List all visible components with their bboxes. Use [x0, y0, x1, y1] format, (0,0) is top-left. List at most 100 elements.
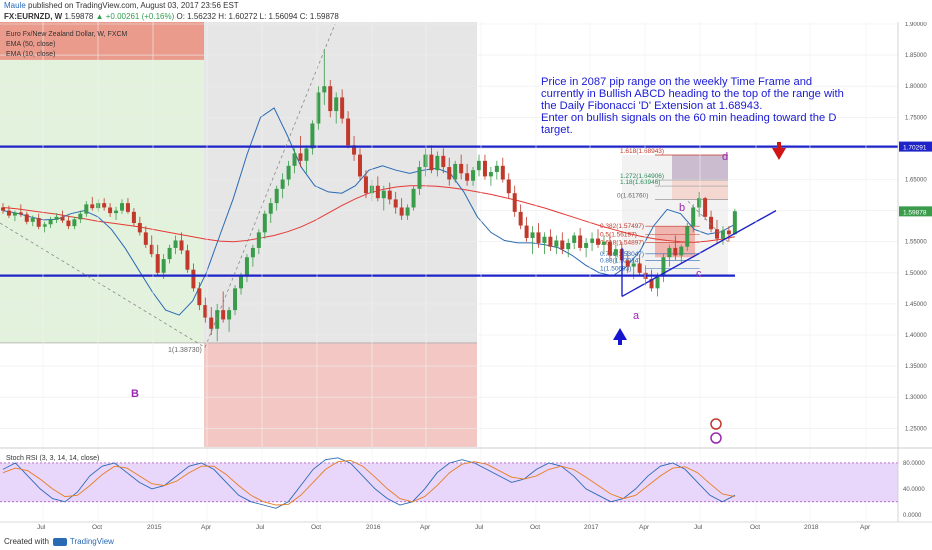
candle: [268, 203, 273, 214]
tradingview-brand[interactable]: TradingView: [69, 537, 114, 546]
candle: [494, 165, 499, 173]
stoch-d-line: [2, 459, 735, 506]
candle: [679, 246, 684, 256]
candle: [250, 247, 255, 258]
candle: [512, 193, 517, 212]
candle: [572, 235, 577, 243]
price-tick-label: 1.25000: [905, 426, 927, 432]
fib-ret-label: 1(1.50693): [600, 265, 631, 272]
candle: [697, 198, 702, 208]
time-tick-label: Apr: [420, 524, 431, 531]
zone-green: [0, 59, 204, 343]
down-arrow-stem: [777, 142, 781, 149]
legend-ema10: EMA (10, close): [6, 51, 55, 58]
time-tick-label: Apr: [639, 524, 650, 531]
candle: [352, 145, 357, 155]
candle: [387, 190, 392, 200]
price-tick-label: 1.35000: [905, 364, 927, 370]
candle: [108, 207, 113, 214]
candle: [709, 216, 714, 230]
candle: [482, 160, 487, 177]
time-tick-label: Jul: [37, 524, 46, 531]
footer: Created with TradingView: [4, 537, 114, 546]
candle: [423, 154, 428, 168]
candle: [584, 242, 589, 248]
candle: [435, 155, 440, 171]
candle: [637, 263, 642, 273]
time-tick-label: 2018: [804, 524, 819, 531]
ema50-line: [2, 185, 735, 243]
candle: [578, 235, 583, 248]
zone-red-top: [0, 19, 204, 60]
up-arrow-stem: [618, 339, 622, 345]
candle: [191, 269, 196, 289]
candle: [274, 188, 279, 204]
candle: [334, 97, 339, 112]
candle: [536, 232, 541, 243]
candle: [590, 238, 595, 243]
candle: [280, 179, 285, 189]
candle: [114, 210, 119, 214]
author-link[interactable]: Maule: [4, 1, 26, 10]
rsi-tick-label: 80.0000: [903, 461, 925, 467]
time-tick-label: Jul: [694, 524, 703, 531]
candle: [6, 210, 11, 216]
publish-line: Maule published on TradingView.com, Augu…: [0, 0, 932, 11]
candle: [221, 310, 226, 320]
candle: [286, 165, 291, 180]
legend-title: Euro Fx/New Zealand Dollar, W, FXCM: [6, 31, 128, 38]
candle: [715, 229, 719, 239]
candle: [471, 170, 476, 181]
candle: [554, 240, 559, 247]
dashed-line-left: [0, 222, 206, 348]
drawing-layer: [0, 23, 898, 444]
candle: [239, 275, 243, 289]
candle: [518, 211, 523, 226]
price-chart[interactable]: 1.618(1.68943) 1.272(1.64906)1.18(1.63946…: [0, 19, 932, 534]
price-tick-label: 1.30000: [905, 395, 927, 401]
fib-low-label: 1(1.38730): [168, 347, 202, 354]
upper-level-text: 1.70291: [903, 145, 927, 152]
candle: [143, 232, 148, 245]
candle: [18, 212, 23, 215]
candle: [72, 219, 77, 227]
candle: [310, 123, 315, 149]
fib-ret-label: 0.88(1.52014): [600, 257, 640, 264]
candle: [78, 213, 83, 220]
candle: [322, 86, 327, 93]
annotation-line-5: target.: [541, 124, 573, 136]
symbol-price: 1.59878: [64, 12, 94, 21]
candle: [161, 259, 166, 273]
candle: [631, 263, 636, 267]
price-tick-label: 1.75000: [905, 115, 927, 121]
time-tick-label: Oct: [530, 524, 540, 531]
annotation-line-3: the Daily Fibonacci 'D' Extension at 1.6…: [541, 100, 762, 112]
legend-ema50: EMA (50, close): [6, 41, 55, 48]
candle: [453, 163, 458, 180]
candle: [203, 305, 208, 318]
candle: [691, 207, 696, 227]
time-tick-label: Jul: [256, 524, 265, 531]
trend-line: [621, 209, 777, 298]
zone-grey: [204, 19, 477, 343]
chart-area[interactable]: 1.618(1.68943) 1.272(1.64906) 1.18(1.63946…: [0, 19, 932, 539]
fib-ret-label: 0.382(1.57497): [600, 223, 644, 230]
candle: [256, 232, 261, 248]
up-arrow-icon: [613, 328, 627, 340]
stoch-rsi-pane: 80.0000 40.0000 0.0000: [0, 22, 932, 523]
annotation-line-4: Enter on bullish signals on the 60 min h…: [541, 112, 836, 124]
candle: [363, 176, 368, 194]
candle: [42, 224, 47, 227]
candle: [393, 199, 398, 208]
price-tick-label: 1.40000: [905, 333, 927, 339]
candle: [137, 223, 142, 233]
candle: [506, 179, 511, 194]
candle: [173, 240, 178, 248]
fib-ret-label: 0.5(1.56197): [600, 231, 637, 238]
candle: [649, 279, 654, 289]
upper-level-tag: [899, 141, 932, 152]
candle: [661, 257, 666, 276]
candle: [399, 207, 404, 216]
rsi-tick-label: 40.0000: [903, 487, 925, 493]
tradingview-logo-icon: [52, 537, 67, 546]
